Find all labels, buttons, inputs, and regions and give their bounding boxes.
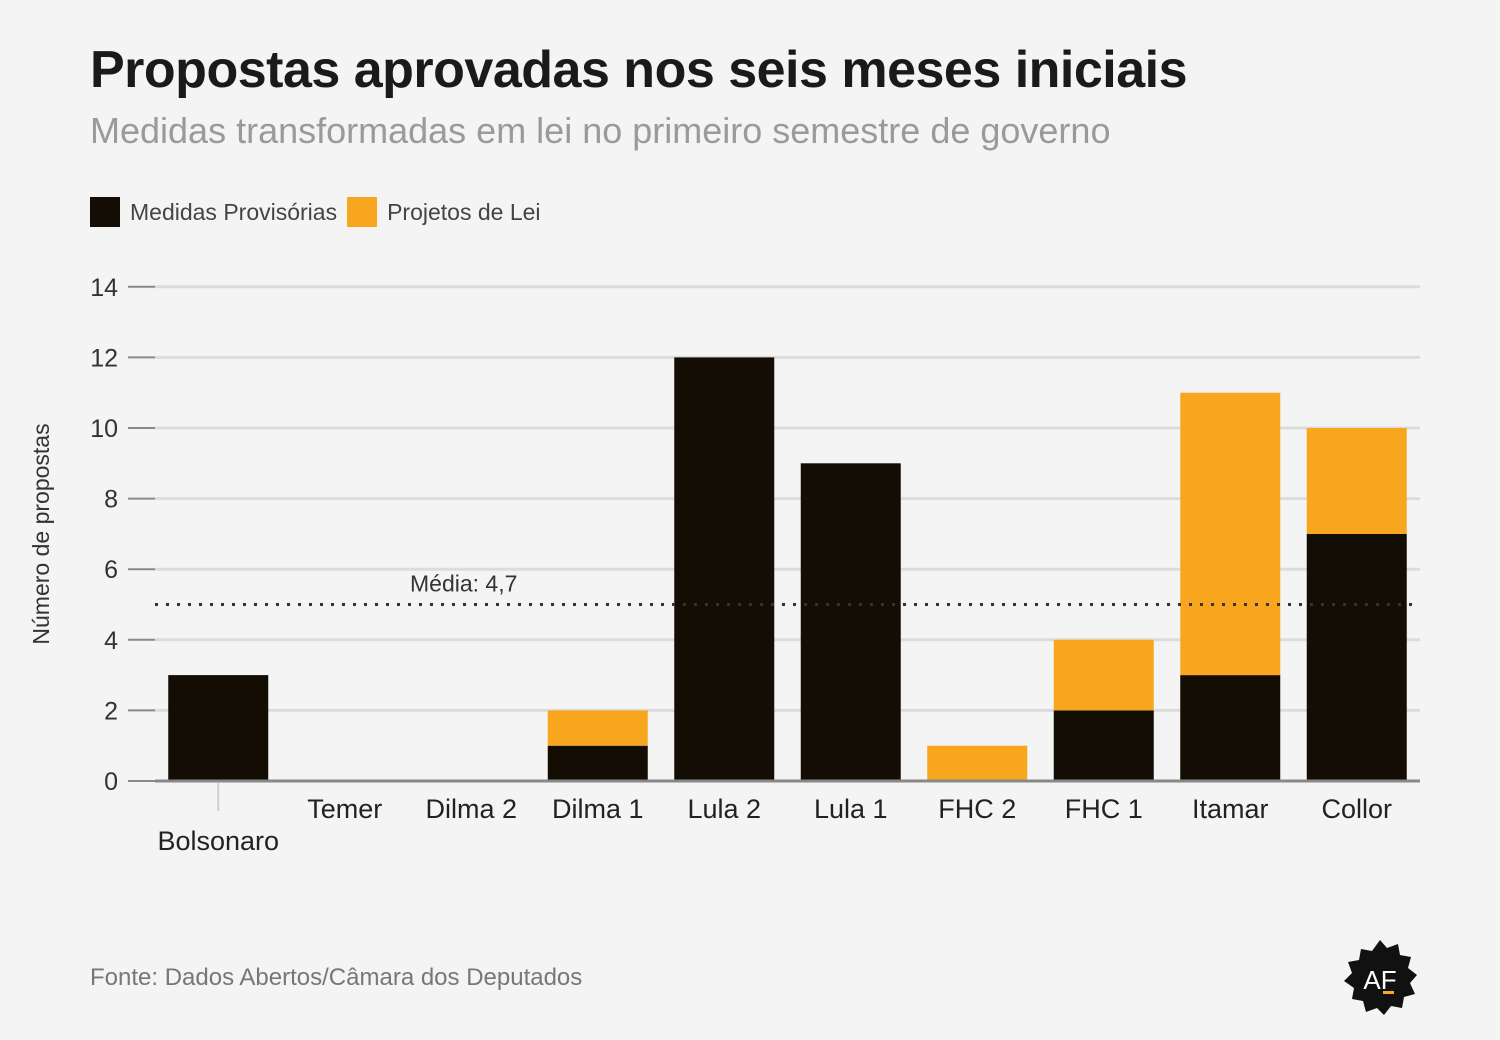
chart-subtitle: Medidas transformadas em lei no primeiro… <box>90 110 1111 151</box>
logo-accent <box>1383 991 1394 994</box>
x-tick-label: FHC 2 <box>938 794 1016 824</box>
legend-label-medidas: Medidas Provisórias <box>130 198 338 225</box>
x-tick-label: FHC 1 <box>1065 794 1143 824</box>
y-tick-label: 14 <box>90 274 118 302</box>
af-logo: AF <box>1344 940 1417 1015</box>
bar-segment <box>1180 392 1281 676</box>
y-tick-label: 10 <box>90 415 118 443</box>
x-tick-label: Lula 1 <box>814 794 888 824</box>
average-label: Média: 4,7 <box>410 571 517 597</box>
bar-segment <box>547 745 648 781</box>
logo-badge <box>1344 940 1417 1015</box>
bar-segment <box>168 675 269 781</box>
bar-segment <box>927 745 1028 781</box>
bar-segment <box>1053 710 1154 781</box>
x-tick-label: Itamar <box>1192 794 1269 824</box>
x-tick-label: Bolsonaro <box>157 826 279 856</box>
logo-text: AF <box>1363 965 1396 995</box>
x-tick-label: Lula 2 <box>687 794 761 824</box>
y-tick-label: 12 <box>90 344 118 372</box>
legend-swatch-medidas <box>90 197 120 227</box>
y-tick-label: 2 <box>104 697 118 725</box>
legend-item-projetos: Projetos de Lei <box>347 197 541 227</box>
legend-label-projetos: Projetos de Lei <box>387 198 541 225</box>
y-tick-label: 0 <box>104 768 118 796</box>
y-tick-label: 8 <box>104 486 118 514</box>
x-tick-label: Collor <box>1321 794 1392 824</box>
bar-segment <box>1306 428 1407 534</box>
y-tick-label: 6 <box>104 556 118 584</box>
bar-segment <box>800 463 901 781</box>
legend-item-medidas: Medidas Provisórias <box>90 197 337 227</box>
y-axis-label: Número de propostas <box>28 423 54 644</box>
x-tick-label: Dilma 1 <box>552 794 644 824</box>
legend: Medidas Provisórias Projetos de Lei <box>90 197 551 227</box>
bar-segment <box>1053 639 1154 711</box>
bar-segment <box>1306 533 1407 781</box>
bar-segment <box>1180 675 1281 781</box>
bar-chart: 0 2 4 6 8 10 12 14 Número de propostas Bolsonaro T… <box>28 274 1420 856</box>
source-note: Fonte: Dados Abertos/Câmara dos Deputado… <box>90 964 583 991</box>
bar-segment <box>547 710 648 746</box>
x-tick-label: Dilma 2 <box>425 794 517 824</box>
bar-segment <box>674 357 775 781</box>
legend-swatch-projetos <box>347 197 378 227</box>
x-tick-label: Temer <box>307 794 382 824</box>
y-tick-label: 4 <box>104 627 118 655</box>
chart-title: Propostas aprovadas nos seis meses inici… <box>90 41 1188 99</box>
